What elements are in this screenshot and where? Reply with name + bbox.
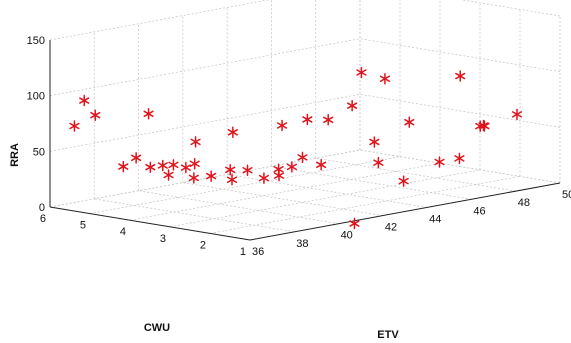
data-point: [404, 116, 415, 128]
z-tick-label: 0: [39, 202, 45, 214]
data-point: [131, 152, 142, 164]
backwall-gridline-z: [49, 149, 361, 208]
floor-gridline-x: [227, 174, 428, 208]
data-point: [349, 217, 360, 230]
data-point: [286, 161, 297, 173]
data-point: [373, 156, 384, 169]
floor-gridline-y: [169, 169, 481, 228]
x-tick-label: 48: [518, 197, 530, 209]
z-tick-label: 50: [33, 146, 45, 158]
data-point: [297, 151, 308, 164]
data-point: [511, 108, 523, 121]
floor-gridline-x: [182, 182, 383, 216]
floor-gridline-x: [138, 190, 339, 225]
x-tick-label: 44: [429, 213, 441, 225]
data-point: [478, 119, 489, 132]
data-point: [227, 126, 238, 139]
data-point: [69, 120, 80, 132]
data-point: [434, 156, 445, 168]
data-point: [189, 158, 200, 170]
backwall-gridline-z: [49, 0, 270, 41]
data-point: [118, 160, 129, 173]
x-tick-label: 38: [296, 238, 308, 250]
x-axis-label: ETV: [377, 329, 399, 341]
data-point: [379, 73, 391, 85]
data-point: [188, 172, 199, 184]
data-point: [398, 175, 409, 187]
floor-gridline-y: [129, 162, 441, 221]
data-point: [190, 136, 201, 148]
gridlines: [49, 0, 561, 241]
data-point: [145, 161, 156, 173]
data-point: [347, 99, 358, 112]
data-point: [157, 159, 168, 172]
y-tick-label: 5: [80, 220, 86, 232]
floor-gridline-x: [271, 165, 472, 200]
data-point: [454, 152, 465, 165]
y-tick-label: 2: [200, 239, 206, 251]
data-point: [316, 159, 327, 171]
y-axis-label: CWU: [144, 322, 170, 334]
sidewall-gridline-z: [359, 38, 561, 73]
data-point: [206, 170, 217, 182]
y-tick-label: 4: [120, 226, 126, 238]
sidewall-gridline-z: [359, 93, 561, 128]
z-axis-label: RRA: [9, 143, 21, 167]
y-axis-line: [49, 206, 251, 241]
data-points: [69, 66, 523, 230]
data-point: [168, 159, 179, 171]
data-point: [226, 174, 238, 186]
sidewall-gridline-z: [359, 149, 561, 184]
floor-gridline-y: [89, 156, 401, 214]
axis-lines: [49, 40, 561, 241]
x-tick-label: 50: [562, 189, 571, 201]
data-point: [323, 114, 334, 126]
data-point: [79, 94, 90, 107]
data-point: [225, 164, 236, 176]
backwall-gridline-z: [49, 93, 361, 152]
z-tick-label: 100: [27, 91, 45, 103]
data-point: [258, 172, 270, 184]
y-tick-label: 6: [40, 213, 46, 225]
data-point: [356, 66, 367, 79]
data-point: [180, 161, 191, 174]
data-point: [163, 169, 174, 181]
floor-gridline-y: [209, 176, 521, 234]
y-tick-label: 3: [160, 233, 166, 245]
floor-gridline-x: [315, 157, 516, 192]
floor-gridline-x: [94, 198, 295, 233]
data-point: [369, 136, 380, 148]
x-tick-label: 40: [341, 230, 353, 242]
x-axis-line: [249, 182, 561, 241]
x-tick-label: 46: [473, 205, 485, 217]
data-point: [455, 70, 466, 82]
data-point: [302, 113, 313, 126]
tick-labels: 36 38 40 42 44 46 48 50 1 2 3 4 5 60 50 100 150: [27, 35, 571, 258]
data-point: [276, 119, 288, 132]
data-point: [273, 169, 285, 182]
backwall-gridline-z: [49, 38, 361, 97]
sidewall-gridline-z: [460, 0, 561, 17]
x-tick-label: 36: [252, 246, 264, 258]
data-point: [90, 109, 101, 121]
data-point: [242, 164, 253, 176]
y-tick-label: 1: [240, 246, 246, 258]
z-tick-label: 150: [27, 35, 45, 47]
data-point: [143, 108, 154, 120]
x-tick-label: 42: [385, 222, 397, 234]
